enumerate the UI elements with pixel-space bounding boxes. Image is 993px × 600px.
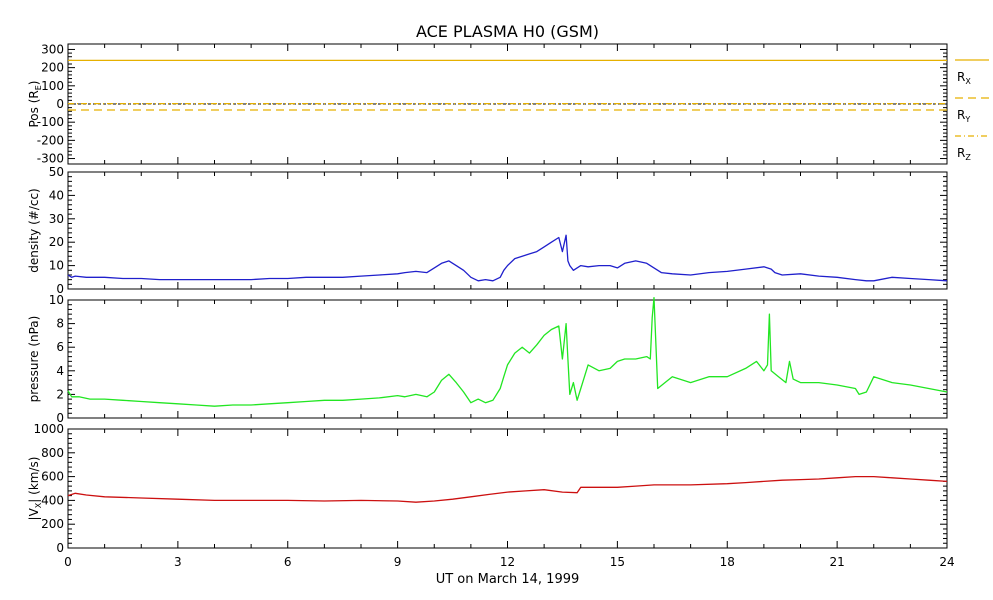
y-tick-label: 10 [49, 259, 64, 273]
panel-velocity: 0 200 400 600 800 1000 |VX| (km/s) [27, 422, 948, 555]
y-tick-label: 30 [49, 212, 64, 226]
legend-label-sub: Z [965, 153, 971, 162]
series-line-density [67, 234, 948, 282]
y-tick-label: 300 [41, 42, 64, 56]
y-axis-label-end: | (km/s) [27, 457, 41, 503]
y-tick-label: -200 [37, 133, 64, 147]
panel-frame [67, 171, 948, 290]
y-axis-label-end: ) [27, 81, 41, 86]
x-axis: 0 3 6 9 12 15 18 21 24 [64, 555, 954, 569]
series-line-velocity [67, 475, 948, 503]
y-tick-label: -300 [37, 152, 64, 166]
legend-label: RX [957, 70, 971, 86]
y-tick-label: 40 [49, 188, 64, 202]
legend-label: RZ [957, 146, 971, 162]
legend-label-main: R [957, 108, 965, 122]
x-tick-label: 15 [610, 555, 625, 569]
y-axis-label: density (#/cc) [27, 188, 41, 272]
x-tick-label: 24 [939, 555, 954, 569]
legend-label-sub: Y [964, 115, 970, 124]
chart-title: ACE PLASMA H0 (GSM) [416, 22, 599, 41]
x-tick-label: 21 [829, 555, 844, 569]
y-axis-label-main: pressure (nPa) [27, 316, 41, 403]
y-tick-label: 200 [41, 61, 64, 75]
y-axis-label-main: Pos (R [27, 90, 41, 127]
series-line-pressure [67, 296, 948, 407]
x-tick-label: 6 [284, 555, 292, 569]
y-tick-label: 100 [41, 79, 64, 93]
y-tick-label: 0 [56, 541, 64, 555]
y-tick-label: 50 [49, 165, 64, 179]
panel-frame [67, 299, 948, 419]
y-tick-label: 0 [56, 282, 64, 296]
y-tick-label: 6 [56, 340, 64, 354]
y-tick-label: 200 [41, 517, 64, 531]
y-axis-label-sub: X [34, 502, 43, 508]
y-tick-label: 8 [56, 317, 64, 331]
y-tick-label: 800 [41, 446, 64, 460]
y-tick-label: 10 [49, 293, 64, 307]
panel-frame [67, 428, 948, 549]
y-tick-label: 1000 [33, 422, 64, 436]
x-tick-label: 0 [64, 555, 72, 569]
y-tick-label: 20 [49, 235, 64, 249]
x-tick-label: 3 [174, 555, 182, 569]
y-tick-label: 0 [56, 411, 64, 425]
y-tick-label: 600 [41, 470, 64, 484]
y-tick-label: 400 [41, 493, 64, 507]
y-tick-label: 4 [56, 364, 64, 378]
legend-label-main: R [957, 70, 965, 84]
legend-label: RY [957, 108, 970, 124]
y-axis-label: Pos (RE) [27, 81, 43, 128]
y-axis-label: pressure (nPa) [27, 316, 41, 403]
panel-pressure: 0 2 4 6 8 10 pressure (nPa) [27, 293, 948, 425]
x-axis-label: UT on March 14, 1999 [436, 572, 580, 587]
legend-label-main: R [957, 146, 965, 160]
y-axis-label-main: density (#/cc) [27, 188, 41, 272]
y-tick-label: 0 [56, 97, 64, 111]
legend-label-sub: X [965, 77, 971, 86]
panel-density: 0 10 20 30 40 50 density (#/cc) [27, 165, 948, 296]
y-axis-label-sub: E [34, 85, 43, 90]
y-tick-label: -100 [37, 115, 64, 129]
x-tick-label: 18 [720, 555, 735, 569]
x-tick-label: 9 [394, 555, 402, 569]
x-tick-label: 12 [500, 555, 515, 569]
y-axis-label-main: |V [27, 507, 41, 520]
y-tick-label: 2 [56, 387, 64, 401]
y-axis-label: |VX| (km/s) [27, 457, 43, 521]
